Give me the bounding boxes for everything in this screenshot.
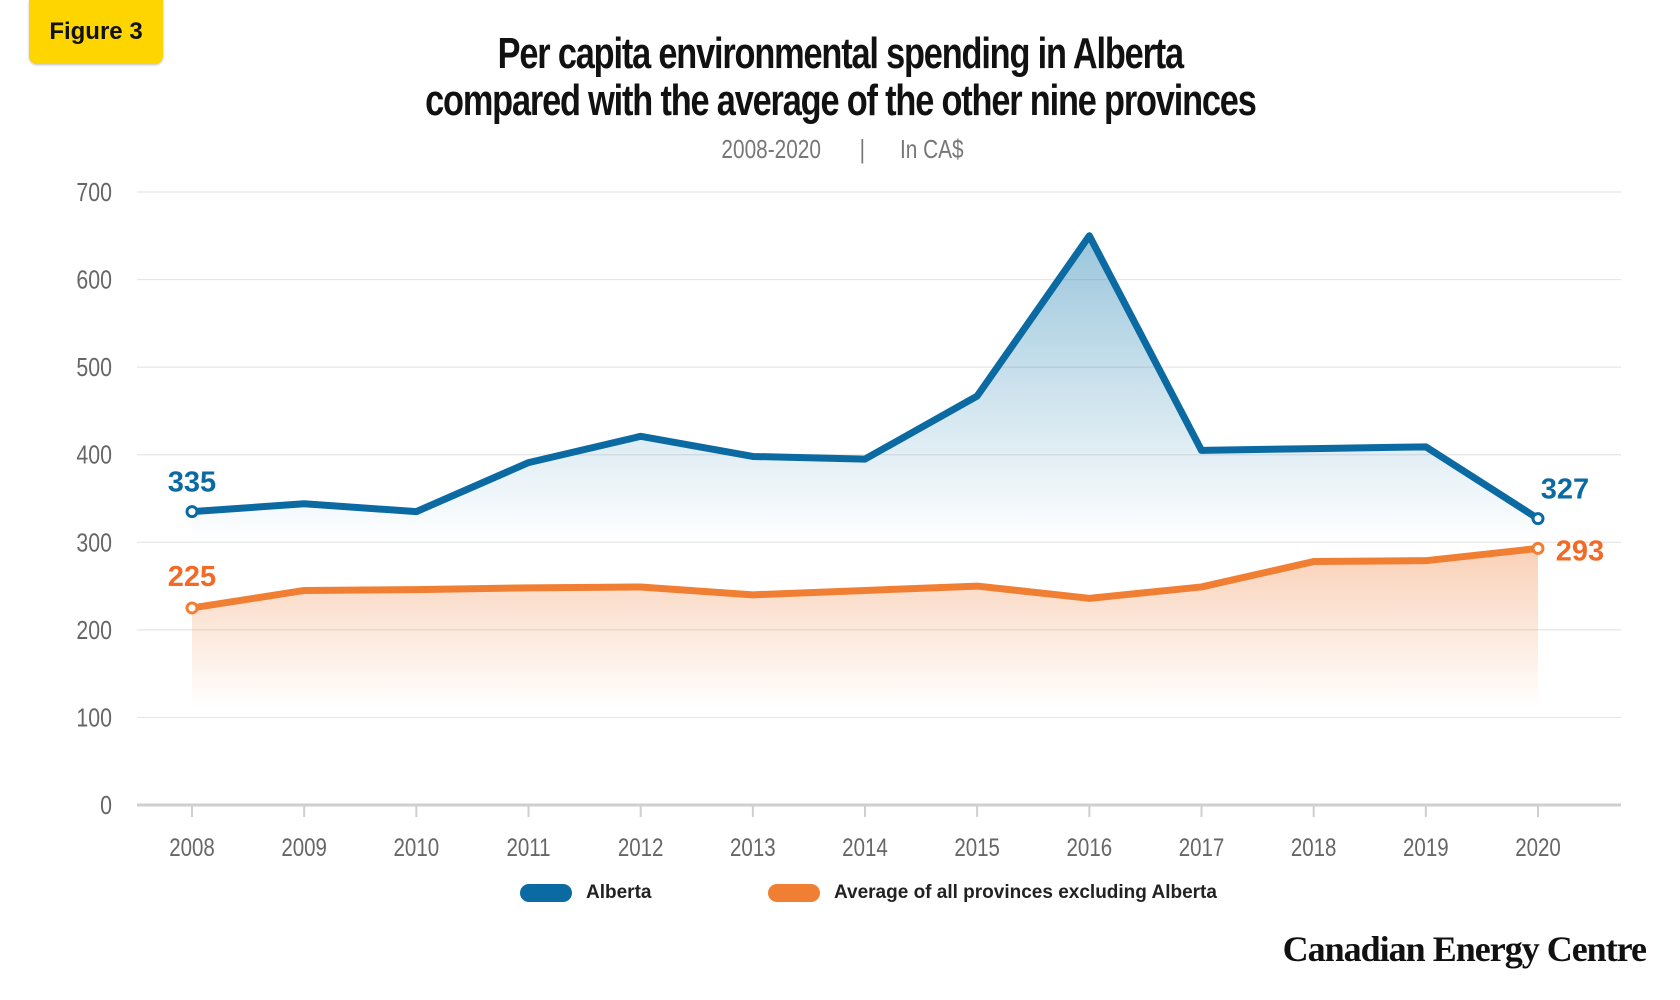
data-point	[185, 505, 199, 519]
chart-subtitle: 2008-2020 | In CA$	[0, 134, 1680, 165]
subtitle-unit: In CA$	[899, 134, 964, 164]
data-point	[185, 601, 199, 615]
title-line-1: Per capita environmental spending in Alb…	[497, 29, 1183, 78]
x-tick-label: 2014	[842, 833, 888, 861]
data-label-last: 293	[1556, 535, 1604, 567]
x-tick-label: 2017	[1179, 833, 1225, 861]
y-tick-label: 400	[76, 441, 112, 471]
area-alberta	[192, 235, 1538, 543]
legend-swatch-alberta	[520, 884, 572, 902]
subtitle-separator: |	[859, 134, 866, 164]
x-tick-label: 2019	[1403, 833, 1449, 861]
data-point	[1531, 541, 1545, 555]
subtitle-years: 2008-2020	[721, 134, 821, 164]
data-label-last: 327	[1541, 474, 1589, 506]
legend-item-alberta: Alberta	[520, 882, 651, 904]
legend-label-average: Average of all provinces excluding Alber…	[834, 882, 1217, 903]
x-tick-label: 2010	[394, 833, 440, 861]
brand-logo: Canadian Energy Centre	[1282, 929, 1647, 969]
legend-label-alberta: Alberta	[586, 882, 652, 903]
area-average	[192, 548, 1538, 709]
x-tick-label: 2015	[954, 833, 1000, 861]
legend-item-average: Average of all provinces excluding Alber…	[768, 882, 1217, 904]
x-tick-label: 2016	[1067, 833, 1113, 861]
x-tick-label: 2011	[506, 833, 550, 861]
x-tick-label: 2018	[1291, 833, 1337, 861]
data-label-first: 335	[168, 467, 216, 499]
title-line-2: compared with the average of the other n…	[424, 76, 1257, 125]
y-tick-label: 100	[76, 703, 112, 733]
legend-swatch-average	[768, 884, 820, 902]
y-tick-label: 700	[76, 178, 112, 208]
chart-title: Per capita environmental spending in Alb…	[0, 30, 1680, 124]
y-tick-label: 500	[76, 353, 112, 383]
data-point	[1531, 512, 1545, 526]
y-tick-label: 600	[76, 266, 112, 296]
x-tick-label: 2020	[1515, 833, 1561, 861]
data-label-first: 225	[168, 561, 216, 593]
x-tick-label: 2013	[730, 833, 776, 861]
figure-badge: Figure 3	[29, 0, 163, 64]
x-tick-label: 2009	[281, 833, 327, 861]
y-tick-label: 300	[76, 528, 112, 558]
y-tick-label: 200	[76, 616, 112, 646]
x-tick-label: 2008	[169, 833, 215, 861]
y-tick-label: 0	[100, 791, 112, 821]
x-tick-label: 2012	[618, 833, 664, 861]
